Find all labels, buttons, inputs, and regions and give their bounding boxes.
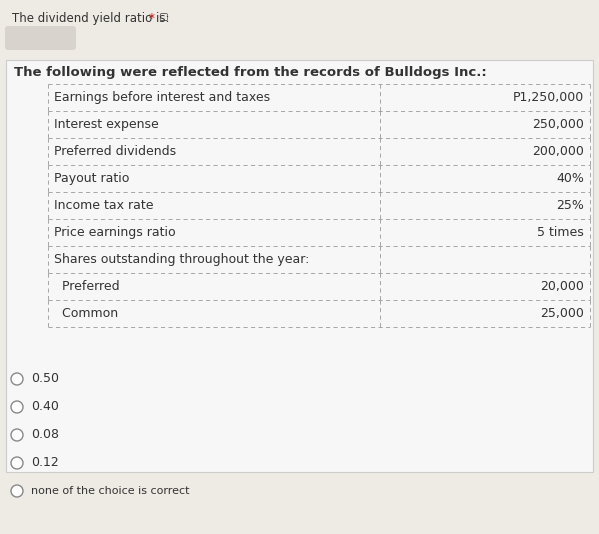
Text: 40%: 40%	[556, 172, 584, 185]
Text: Preferred: Preferred	[54, 280, 120, 293]
Text: Payout ratio: Payout ratio	[54, 172, 129, 185]
Text: 25%: 25%	[556, 199, 584, 212]
Circle shape	[11, 373, 23, 385]
Text: Income tax rate: Income tax rate	[54, 199, 153, 212]
Circle shape	[11, 401, 23, 413]
Circle shape	[11, 429, 23, 441]
Text: Price earnings ratio: Price earnings ratio	[54, 226, 176, 239]
Text: 20,000: 20,000	[540, 280, 584, 293]
Text: Preferred dividends: Preferred dividends	[54, 145, 176, 158]
Circle shape	[11, 485, 23, 497]
Text: 5 times: 5 times	[537, 226, 584, 239]
Text: The following were reflected from the records of Bulldogs Inc.:: The following were reflected from the re…	[14, 66, 487, 79]
Text: Earnings before interest and taxes: Earnings before interest and taxes	[54, 91, 270, 104]
Text: none of the choice is correct: none of the choice is correct	[31, 486, 189, 496]
Text: The dividend yield ratio is:: The dividend yield ratio is:	[12, 12, 173, 25]
Text: *: *	[149, 12, 155, 25]
Text: Common: Common	[54, 307, 118, 320]
Text: Shares outstanding throughout the year:: Shares outstanding throughout the year:	[54, 253, 309, 266]
Text: Interest expense: Interest expense	[54, 118, 159, 131]
Text: ▢: ▢	[158, 12, 168, 22]
Text: 25,000: 25,000	[540, 307, 584, 320]
FancyBboxPatch shape	[5, 26, 76, 50]
Text: 0.40: 0.40	[31, 400, 59, 413]
Text: 0.50: 0.50	[31, 373, 59, 386]
Text: 0.08: 0.08	[31, 428, 59, 442]
Text: P1,250,000: P1,250,000	[513, 91, 584, 104]
Text: 200,000: 200,000	[532, 145, 584, 158]
Text: 0.12: 0.12	[31, 457, 59, 469]
Text: 250,000: 250,000	[532, 118, 584, 131]
Circle shape	[11, 457, 23, 469]
FancyBboxPatch shape	[6, 60, 593, 472]
